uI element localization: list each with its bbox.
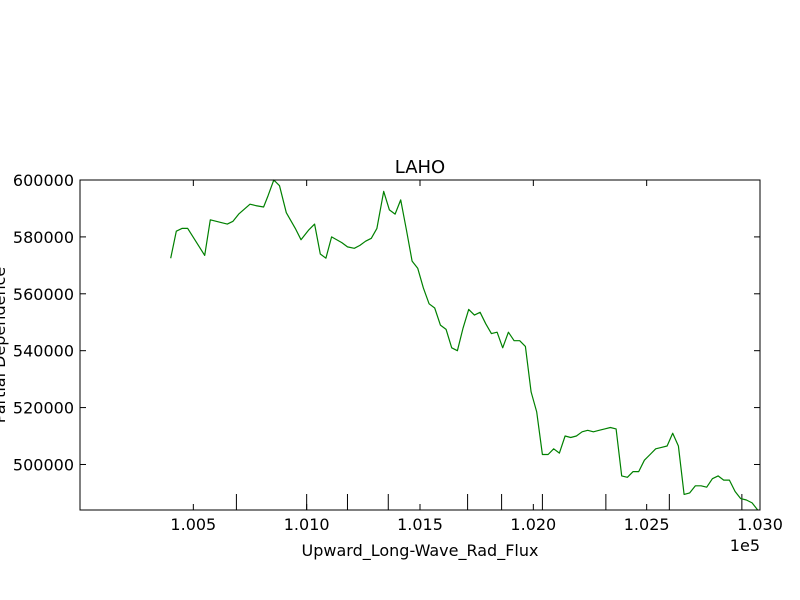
x-tick-label: 1.030 [737,515,783,534]
x-tick-label: 1.025 [624,515,670,534]
x-axis-label: Upward_Long-Wave_Rad_Flux [302,541,539,561]
y-tick-label: 500000 [13,455,74,474]
y-tick-label: 600000 [13,171,74,190]
plot-frame [79,179,761,511]
chart-title: LAHO [395,157,445,178]
y-axis: 500000 520000 540000 560000 580000 600000 [13,171,760,474]
x-offset-label: 1e5 [730,536,760,555]
x-tick-label: 1.015 [397,515,443,534]
y-tick-label: 560000 [13,285,74,304]
y-tick-label: 540000 [13,342,74,361]
series-line [170,179,759,511]
x-tick-label: 1.005 [170,515,216,534]
y-tick-label: 580000 [13,228,74,247]
x-tick-label: 1.020 [510,515,556,534]
y-tick-label: 520000 [13,399,74,418]
rug-marks [235,494,743,510]
x-tick-label: 1.010 [284,515,330,534]
x-axis: 1.005 1.010 1.015 1.020 1.025 1.030 [170,180,783,534]
y-axis-label: Partial Dependence [0,267,9,423]
